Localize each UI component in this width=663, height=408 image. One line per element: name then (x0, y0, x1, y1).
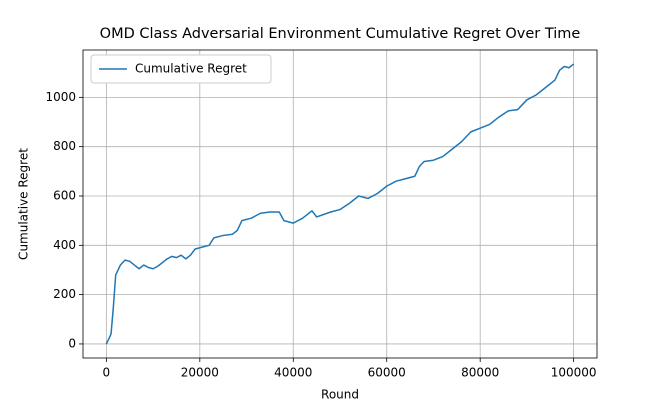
legend-label: Cumulative Regret (135, 62, 247, 76)
y-tick-label: 800 (53, 139, 76, 153)
chart-title: OMD Class Adversarial Environment Cumula… (100, 26, 581, 42)
y-tick-label: 600 (53, 188, 76, 202)
y-axis-label: Cumulative Regret (17, 148, 31, 260)
plot-frame (82, 49, 598, 359)
legend-box (90, 54, 272, 84)
x-tick-label: 80000 (461, 366, 499, 380)
y-tick-label: 200 (53, 287, 76, 301)
x-tick-label: 100000 (551, 366, 597, 380)
y-tick-label: 0 (68, 336, 76, 350)
x-tick-label: 20000 (181, 366, 219, 380)
x-tick-label: 60000 (368, 366, 406, 380)
x-tick-label: 0 (103, 366, 111, 380)
y-tick-label: 400 (53, 238, 76, 252)
y-tick-label: 1000 (45, 90, 76, 104)
x-tick-label: 40000 (274, 366, 312, 380)
x-axis-label: Round (321, 388, 359, 402)
data-line (105, 63, 575, 345)
